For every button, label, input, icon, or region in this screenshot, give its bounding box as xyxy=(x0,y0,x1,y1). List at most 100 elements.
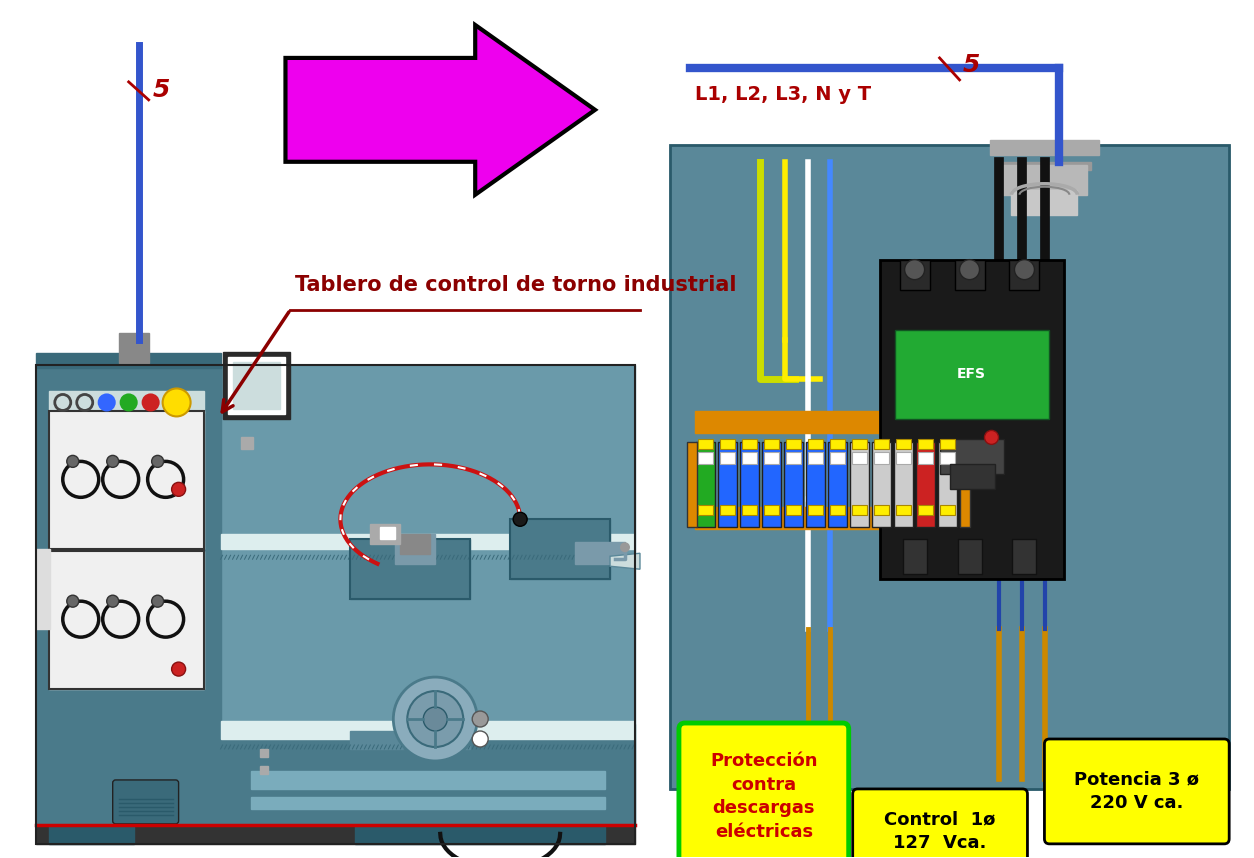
Bar xyxy=(808,505,823,516)
Bar xyxy=(687,443,697,528)
Bar xyxy=(954,260,984,290)
Text: Tablero de control de torno industrial: Tablero de control de torno industrial xyxy=(296,275,737,294)
Bar xyxy=(742,452,757,464)
Text: 5: 5 xyxy=(963,53,979,77)
Bar xyxy=(251,771,604,789)
Bar xyxy=(830,452,845,464)
Bar xyxy=(350,540,470,599)
Circle shape xyxy=(394,677,478,761)
Bar xyxy=(872,443,890,528)
Bar xyxy=(786,439,801,450)
Bar xyxy=(939,452,954,464)
Bar xyxy=(717,443,737,528)
Bar xyxy=(241,438,252,450)
Bar xyxy=(764,505,779,516)
Bar xyxy=(939,439,954,450)
Circle shape xyxy=(424,707,448,731)
Bar xyxy=(1009,260,1040,290)
Bar xyxy=(830,505,845,516)
Bar xyxy=(698,452,712,464)
Bar xyxy=(350,540,470,599)
Bar xyxy=(895,439,910,450)
Circle shape xyxy=(473,731,488,747)
Circle shape xyxy=(1014,260,1035,280)
Circle shape xyxy=(904,260,924,280)
Circle shape xyxy=(959,260,979,280)
Bar xyxy=(36,365,635,824)
Bar xyxy=(894,329,1050,420)
Bar xyxy=(400,535,430,554)
Bar xyxy=(49,551,203,689)
Bar xyxy=(903,540,927,574)
Bar xyxy=(720,452,735,464)
Bar xyxy=(232,361,281,409)
Circle shape xyxy=(120,395,137,410)
Bar xyxy=(698,439,712,450)
Bar xyxy=(874,452,889,464)
Bar xyxy=(764,439,779,450)
Bar xyxy=(370,524,400,544)
Bar xyxy=(851,505,867,516)
Bar xyxy=(784,443,803,528)
Circle shape xyxy=(619,542,630,553)
Bar xyxy=(997,162,1091,170)
Bar xyxy=(828,443,846,528)
Bar xyxy=(1012,190,1077,214)
Bar xyxy=(918,452,933,464)
Bar xyxy=(938,443,957,528)
Bar xyxy=(762,443,781,528)
Bar xyxy=(36,353,221,367)
Bar xyxy=(49,824,134,844)
Text: EFS: EFS xyxy=(957,367,986,382)
Bar xyxy=(740,443,759,528)
Bar xyxy=(989,140,1100,154)
Bar xyxy=(221,721,635,739)
Circle shape xyxy=(513,512,527,526)
Bar xyxy=(958,540,982,574)
Bar xyxy=(915,443,934,528)
Bar xyxy=(939,505,954,516)
Circle shape xyxy=(172,482,186,496)
Bar xyxy=(36,826,635,844)
Bar xyxy=(695,507,984,529)
Bar xyxy=(510,519,609,579)
Circle shape xyxy=(66,595,79,607)
Circle shape xyxy=(163,389,191,416)
FancyBboxPatch shape xyxy=(113,780,178,824)
Bar xyxy=(221,724,635,824)
Bar xyxy=(49,412,203,549)
Bar xyxy=(698,505,712,516)
Circle shape xyxy=(172,662,186,676)
Bar xyxy=(894,443,913,528)
Bar xyxy=(380,528,395,540)
Circle shape xyxy=(473,711,488,727)
Bar xyxy=(576,542,624,565)
Bar xyxy=(261,749,268,757)
Bar xyxy=(1002,165,1087,195)
Bar xyxy=(742,439,757,450)
Circle shape xyxy=(143,395,159,410)
Bar xyxy=(221,535,635,549)
Bar xyxy=(1012,540,1037,574)
Bar xyxy=(874,505,889,516)
Circle shape xyxy=(66,456,79,468)
Bar xyxy=(510,519,609,579)
Bar xyxy=(119,333,149,363)
Bar xyxy=(808,452,823,464)
Bar xyxy=(918,505,933,516)
Text: Protección
contra
descargas
eléctricas: Protección contra descargas eléctricas xyxy=(710,752,818,841)
Bar xyxy=(939,439,1004,474)
Text: L1, L2, L3, N y T: L1, L2, L3, N y T xyxy=(695,85,872,104)
FancyBboxPatch shape xyxy=(678,723,849,858)
Bar xyxy=(49,412,203,549)
Bar xyxy=(959,443,969,528)
Bar xyxy=(850,443,869,528)
Bar xyxy=(720,505,735,516)
Circle shape xyxy=(152,595,163,607)
FancyBboxPatch shape xyxy=(853,789,1027,858)
FancyBboxPatch shape xyxy=(1045,739,1229,844)
Bar xyxy=(36,549,50,629)
Circle shape xyxy=(107,595,119,607)
Circle shape xyxy=(99,395,114,410)
Bar xyxy=(874,439,889,450)
